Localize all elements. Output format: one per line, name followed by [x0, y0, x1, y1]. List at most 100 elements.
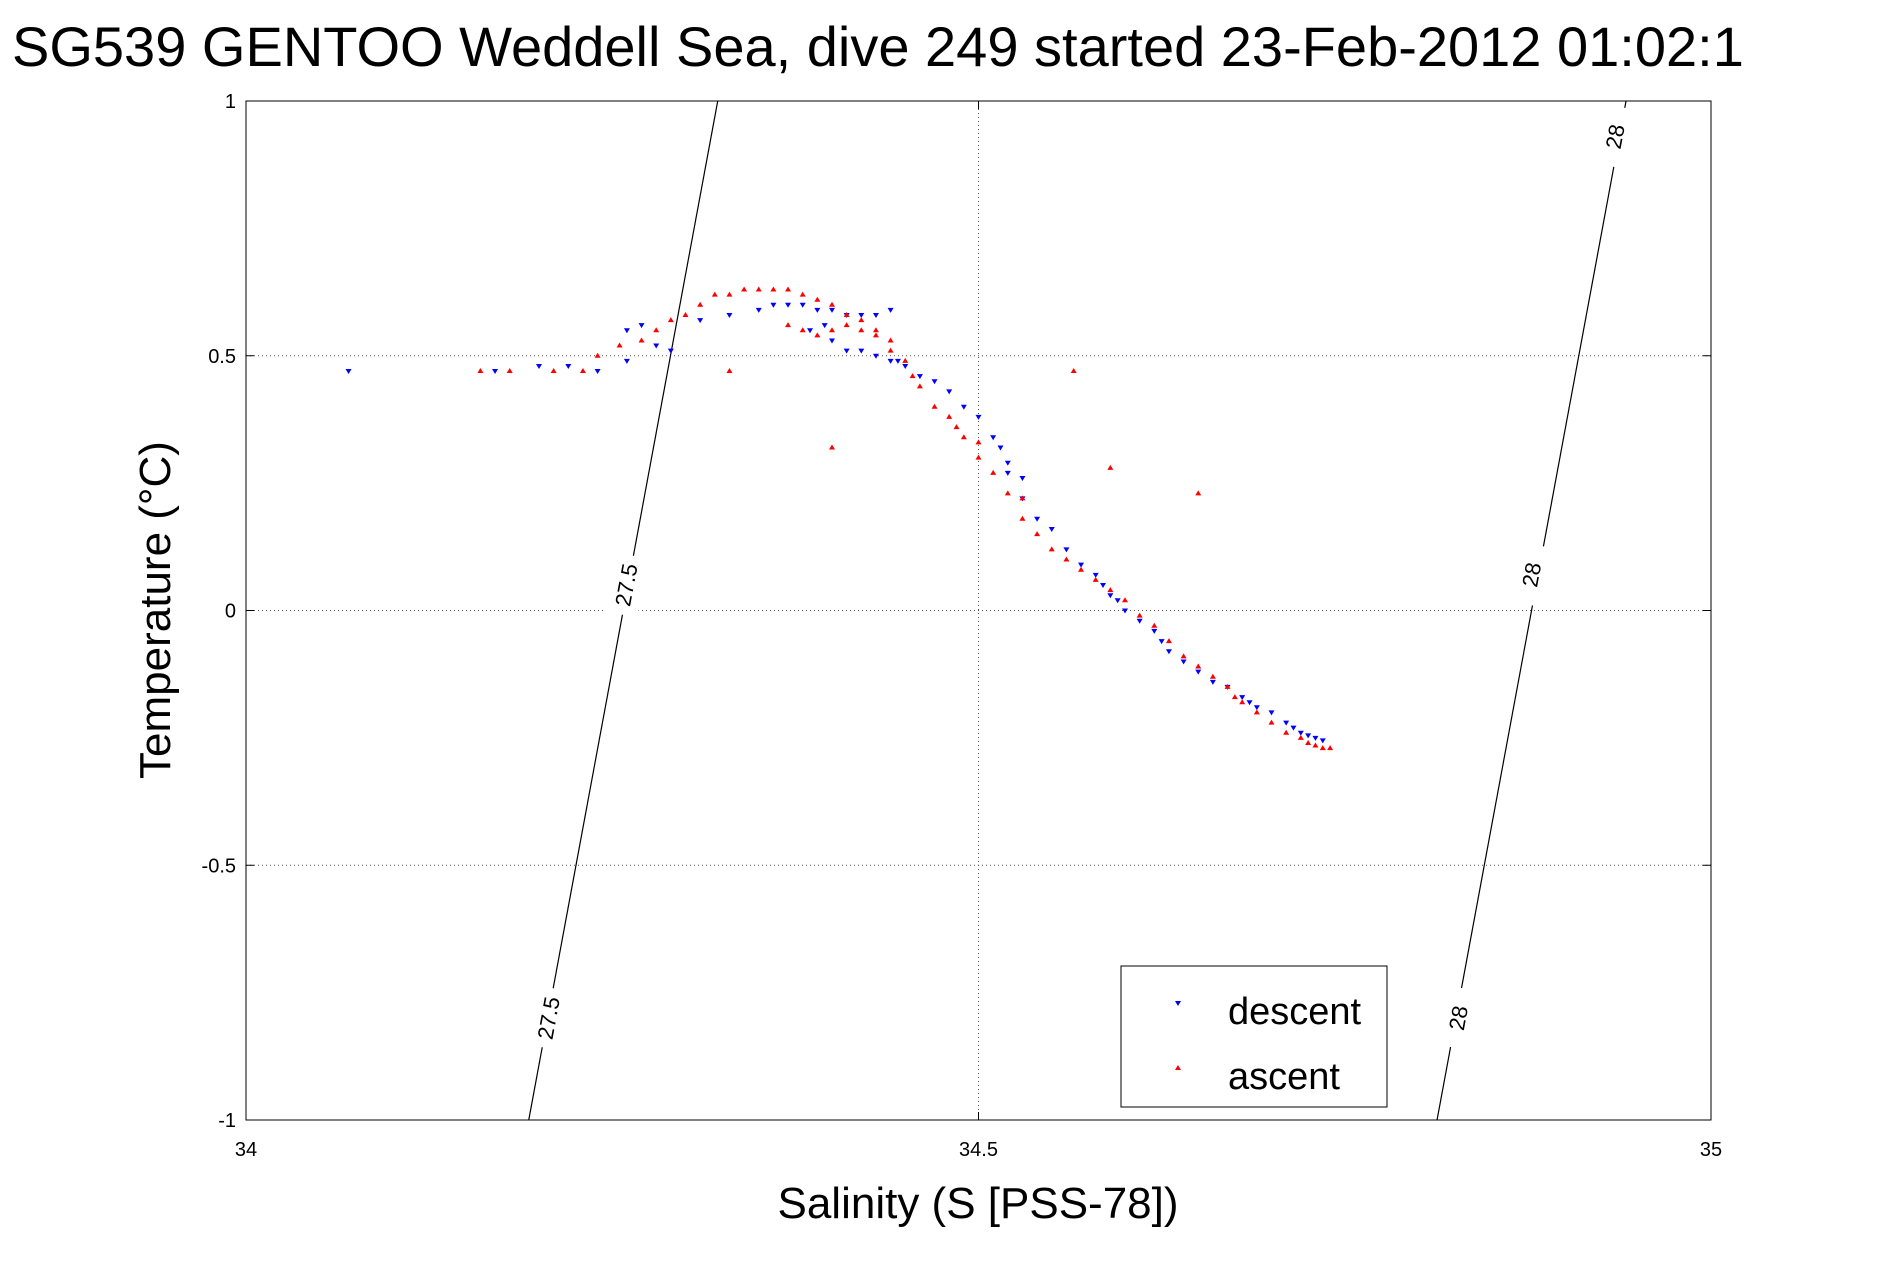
ascent-point	[653, 327, 660, 333]
y-tick-label: 0	[225, 601, 236, 623]
descent-point	[623, 328, 630, 334]
ascent-point	[770, 286, 777, 292]
contour-label-bg	[1511, 542, 1554, 608]
ascent-point	[1239, 699, 1246, 705]
descent-point	[1246, 700, 1253, 706]
ascent-point	[1063, 556, 1070, 562]
descent-point	[1253, 705, 1260, 711]
descent-series	[345, 302, 1326, 744]
ascent-series	[477, 286, 1334, 751]
ascent-point	[1107, 464, 1114, 470]
ascent-point	[506, 368, 513, 374]
descent-point	[872, 312, 879, 318]
descent-point	[1297, 730, 1304, 736]
ascent-point	[1151, 622, 1158, 628]
ascent-point	[785, 322, 792, 328]
x-axis-label: Salinity (S [PSS-78])	[777, 1179, 1178, 1228]
ascent-point	[799, 327, 806, 333]
ascent-point	[1136, 612, 1143, 618]
descent-point	[1165, 649, 1172, 655]
descent-point	[887, 358, 894, 364]
descent-point	[1151, 628, 1158, 634]
descent-point	[858, 348, 865, 354]
ascent-point	[814, 296, 821, 302]
descent-point	[1290, 725, 1297, 731]
ascent-point	[843, 322, 850, 328]
ascent-point	[682, 311, 689, 317]
ascent-point	[1107, 587, 1114, 593]
contour-label: 28	[1517, 560, 1546, 589]
descent-point	[960, 404, 967, 410]
descent-point	[1136, 618, 1143, 624]
ascent-point	[872, 327, 879, 333]
ascent-point	[785, 286, 792, 292]
y-tick-label: 0.5	[208, 346, 236, 368]
ascent-point	[594, 352, 601, 358]
descent-point	[492, 369, 499, 375]
legend-box	[1120, 965, 1388, 1108]
descent-point	[990, 435, 997, 441]
legend: descent ascent	[1120, 965, 1388, 1108]
ascent-point	[697, 301, 704, 307]
descent-point	[1004, 460, 1011, 466]
descent-point	[726, 312, 733, 318]
ascent-point	[1165, 638, 1172, 644]
descent-point	[1312, 735, 1319, 741]
descent-point	[1063, 547, 1070, 553]
descent-point	[843, 348, 850, 354]
ascent-point	[1319, 745, 1326, 751]
ascent-point	[1297, 734, 1304, 740]
contour-label-bg	[605, 552, 649, 618]
ascent-point	[887, 347, 894, 353]
ascent-point	[1078, 566, 1085, 572]
ascent-point	[1283, 729, 1290, 735]
descent-point	[1305, 733, 1312, 739]
contour-label: 28	[1601, 122, 1630, 151]
ascent-point	[902, 357, 909, 363]
descent-point	[799, 302, 806, 308]
ascent-point	[711, 291, 718, 297]
ascent-point	[1231, 694, 1238, 700]
descent-point	[975, 414, 982, 420]
ascent-point	[1048, 546, 1055, 552]
ascent-point	[887, 337, 894, 343]
y-tick-label: 1	[225, 91, 236, 113]
ascent-point	[1195, 490, 1202, 496]
legend-descent-label: descent	[1228, 991, 1362, 1033]
descent-point	[997, 445, 1004, 451]
ascent-point	[1327, 745, 1334, 751]
descent-point	[858, 312, 865, 318]
descent-point	[1004, 470, 1011, 476]
descent-point	[931, 379, 938, 385]
descent-point	[1114, 598, 1121, 604]
legend-ascent-marker	[1175, 1065, 1181, 1070]
descent-point	[821, 323, 828, 329]
descent-point	[1078, 562, 1085, 568]
ascent-point	[638, 337, 645, 343]
ascent-point	[909, 373, 916, 379]
density-contour-line	[1436, 100, 1627, 1121]
descent-point	[1319, 738, 1326, 744]
descent-point	[1268, 710, 1275, 716]
ascent-point	[1092, 576, 1099, 582]
contour-label-bg	[1437, 985, 1481, 1051]
ascent-point	[975, 454, 982, 460]
descent-point	[667, 348, 674, 354]
descent-point	[1209, 679, 1216, 685]
descent-point	[565, 363, 572, 369]
descent-point	[1122, 608, 1128, 614]
descent-point	[1107, 593, 1114, 599]
descent-point	[829, 307, 835, 313]
grid	[246, 100, 1712, 1120]
descent-point	[1034, 516, 1041, 522]
ascent-point	[829, 444, 835, 450]
ascent-point	[1019, 515, 1026, 521]
ascent-point	[858, 327, 865, 333]
x-tick-label: 34	[235, 1139, 257, 1161]
data-points	[345, 286, 1334, 751]
ascent-point	[1004, 490, 1011, 496]
ascent-point	[916, 383, 923, 389]
ascent-point	[1180, 653, 1187, 659]
